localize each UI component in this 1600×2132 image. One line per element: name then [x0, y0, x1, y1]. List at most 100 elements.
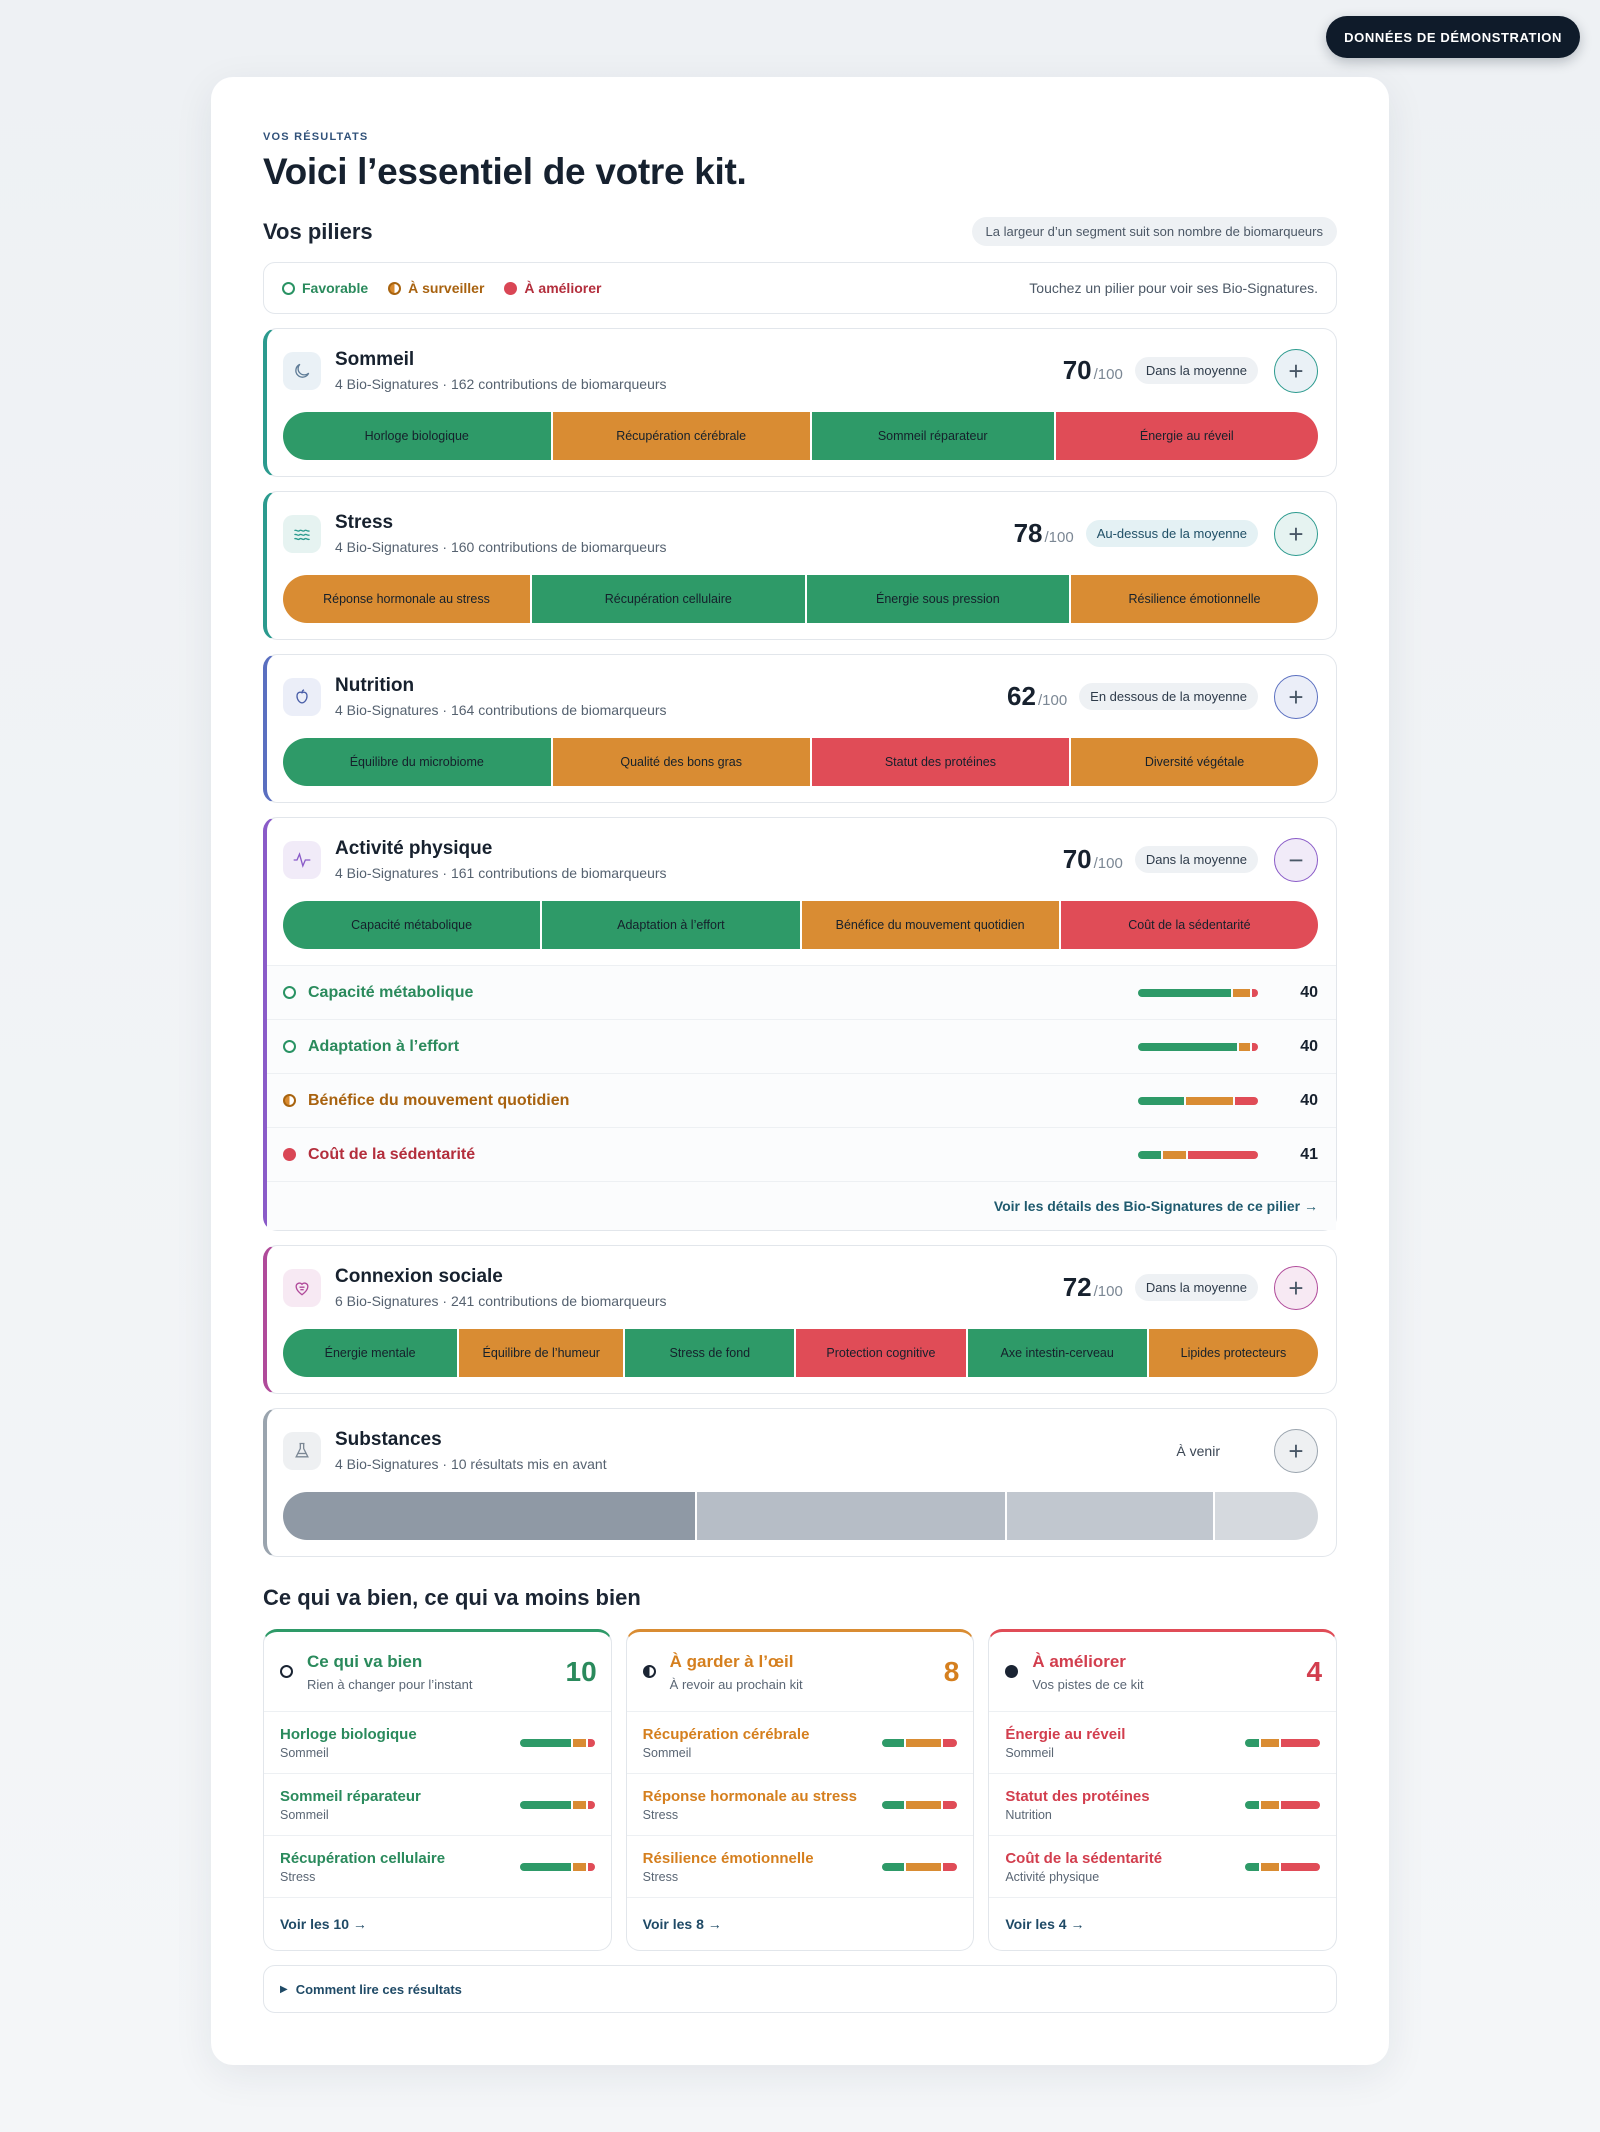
segment-bar: Réponse hormonale au stress Récupération … [283, 575, 1318, 623]
summary-item[interactable]: Sommeil réparateur Sommeil [264, 1774, 611, 1836]
mini-favorable [1138, 1042, 1237, 1051]
mini-favorable [882, 1800, 904, 1809]
segment-lipides-protecteurs[interactable]: Lipides protecteurs [1148, 1329, 1318, 1377]
pillar-stress[interactable]: Stress 4 Bio-Signatures · 160 contributio… [263, 491, 1337, 640]
pillar-sommeil[interactable]: Sommeil 4 Bio-Signatures · 162 contributi… [263, 328, 1337, 477]
segment-placeholder-1[interactable] [696, 1492, 1006, 1540]
summary-item[interactable]: Énergie au réveil Sommeil [989, 1712, 1337, 1774]
summary-item[interactable]: Coût de la sédentarité Activité physique [989, 1836, 1337, 1898]
summary-item-pillar: Sommeil [280, 1745, 329, 1760]
expand-button[interactable]: + [1274, 511, 1318, 556]
expand-button[interactable]: + [1274, 1428, 1318, 1473]
segment-capacite-metabolique[interactable]: Capacité métabolique [283, 901, 541, 949]
summary-item[interactable]: Récupération cérébrale Sommeil [626, 1712, 974, 1774]
see-all-link[interactable]: Voir les 8 → [642, 1916, 722, 1932]
segment-placeholder-2[interactable] [1007, 1492, 1214, 1540]
favorable-dot-icon [282, 281, 295, 295]
pillar-subtitle: 6 Bio-Signatures · 241 contributions de … [335, 1293, 667, 1309]
pillar-score: 70/100 [1062, 844, 1123, 874]
segment-energie-sous-pression[interactable]: Énergie sous pression [806, 575, 1070, 623]
segment-qualite-des-bons-gras[interactable]: Qualité des bons gras [552, 738, 810, 786]
mini-surveiller [905, 1738, 942, 1747]
mini-surveiller [1163, 1150, 1187, 1159]
distribution-bar [1245, 1738, 1321, 1747]
summary-item-name: Énergie au réveil [1005, 1725, 1126, 1743]
see-all-link[interactable]: Voir les 4 → [1005, 1916, 1085, 1932]
bio-signature-name: Capacité métabolique [308, 983, 474, 1001]
segment-benefice-du-mouvement-quotidien[interactable]: Bénéfice du mouvement quotidien [801, 901, 1059, 949]
mini-favorable [882, 1738, 904, 1747]
pillar-connexion-sociale[interactable]: Connexion sociale 6 Bio-Signatures · 241 … [263, 1245, 1337, 1394]
summary-item-name: Récupération cérébrale [642, 1725, 810, 1743]
bio-signature-row[interactable]: Bénéfice du mouvement quotidien 40 [267, 1074, 1336, 1128]
segment-equilibre-du-microbiome[interactable]: Équilibre du microbiome [283, 738, 551, 786]
segment-axe-intestin-cerveau[interactable]: Axe intestin-cerveau [967, 1329, 1147, 1377]
summary-item[interactable]: Réponse hormonale au stress Stress [626, 1774, 974, 1836]
apple-icon [283, 677, 321, 716]
bio-signature-row[interactable]: Capacité métabolique 40 [267, 966, 1336, 1020]
plus-icon: + [1288, 1435, 1304, 1466]
see-all-link[interactable]: Voir les 10 → [280, 1916, 367, 1932]
summary-column-sur: À garder à l’œil À revoir au prochain kit… [625, 1629, 975, 1951]
segment-placeholder-3[interactable] [1215, 1492, 1318, 1540]
summary-item[interactable]: Statut des protéines Nutrition [989, 1774, 1337, 1836]
mini-favorable [1138, 1150, 1162, 1159]
column-title: À garder à l’œil [669, 1651, 794, 1671]
segment-recuperation-cerebrale[interactable]: Récupération cérébrale [552, 412, 810, 460]
column-count: 10 [565, 1655, 597, 1687]
segment-horloge-biologique[interactable]: Horloge biologique [283, 412, 551, 460]
bio-signature-value: 40 [1300, 983, 1318, 1001]
pillar-subtitle: 4 Bio-Signatures · 160 contributions de … [335, 539, 667, 555]
mini-surveiller [1261, 1862, 1279, 1871]
plus-icon: + [1288, 518, 1304, 549]
segment-placeholder-0[interactable] [283, 1492, 695, 1540]
segment-equilibre-de-l-humeur[interactable]: Équilibre de l’humeur [459, 1329, 624, 1377]
column-subtitle: Vos pistes de ce kit [1032, 1676, 1144, 1692]
summary-item[interactable]: Horloge biologique Sommeil [264, 1712, 611, 1774]
segment-energie-au-reveil[interactable]: Énergie au réveil [1055, 412, 1318, 460]
bio-signature-name: Adaptation à l’effort [308, 1037, 460, 1055]
plus-icon: + [1288, 355, 1304, 386]
distribution-bar [1138, 1150, 1258, 1159]
width-note: La largeur d’un segment suit son nombre … [971, 217, 1337, 246]
pillar-substances[interactable]: Substances 4 Bio-Signatures · 10 résultat… [263, 1408, 1337, 1557]
column-subtitle: Rien à changer pour l’instant [307, 1676, 473, 1692]
segment-stress-de-fond[interactable]: Stress de fond [625, 1329, 795, 1377]
mini-ameliorer [587, 1738, 595, 1747]
bio-signature-value: 41 [1300, 1145, 1318, 1163]
distribution-bar [1138, 988, 1258, 997]
segment-adaptation-a-l-effort[interactable]: Adaptation à l’effort [542, 901, 800, 949]
summary-item[interactable]: Récupération cellulaire Stress [264, 1836, 611, 1898]
pillar-nutrition[interactable]: Nutrition 4 Bio-Signatures · 164 contribu… [263, 654, 1337, 803]
summary-item-pillar: Sommeil [280, 1807, 329, 1822]
segment-resilience-emotionnelle[interactable]: Résilience émotionnelle [1071, 575, 1318, 623]
heart-brain-icon [283, 1268, 321, 1307]
segment-recuperation-cellulaire[interactable]: Récupération cellulaire [531, 575, 805, 623]
pulse-icon [283, 840, 321, 879]
triangle-right-icon: ▶ [280, 1983, 288, 1995]
segment-diversite-vegetale[interactable]: Diversité végétale [1071, 738, 1318, 786]
summary-item[interactable]: Résilience émotionnelle Stress [626, 1836, 974, 1898]
segment-protection-cognitive[interactable]: Protection cognitive [796, 1329, 966, 1377]
pillar-details-link[interactable]: Voir les détails des Bio-Signatures de c… [267, 1182, 1336, 1230]
mini-surveiller [1261, 1738, 1279, 1747]
expand-button[interactable]: + [1274, 674, 1318, 719]
bio-signature-row[interactable]: Coût de la sédentarité 41 [267, 1128, 1336, 1182]
segment-statut-des-proteines[interactable]: Statut des protéines [811, 738, 1070, 786]
distribution-bar [1138, 1096, 1258, 1105]
segment-sommeil-reparateur[interactable]: Sommeil réparateur [811, 412, 1054, 460]
bio-signature-row[interactable]: Adaptation à l’effort 40 [267, 1020, 1336, 1074]
flask-icon [283, 1431, 321, 1470]
pillar-activite-physique[interactable]: Activité physique 4 Bio-Signatures · 161 … [263, 817, 1337, 1231]
pillars-header: Vos piliers La largeur d’un segment suit… [263, 217, 1337, 246]
howto-toggle[interactable]: ▶ Comment lire ces résultats [263, 1965, 1337, 2013]
segment-cout-de-la-sedentarite[interactable]: Coût de la sédentarité [1060, 901, 1318, 949]
summary-item-pillar: Stress [280, 1869, 316, 1884]
expand-button[interactable]: + [1274, 1265, 1318, 1310]
expand-button[interactable]: + [1274, 348, 1318, 393]
bio-signature-name: Coût de la sédentarité [308, 1145, 476, 1163]
segment-reponse-hormonale-au-stress[interactable]: Réponse hormonale au stress [283, 575, 530, 623]
mini-ameliorer [587, 1800, 595, 1809]
collapse-button[interactable]: − [1274, 837, 1318, 882]
segment-energie-mentale[interactable]: Énergie mentale [283, 1329, 458, 1377]
